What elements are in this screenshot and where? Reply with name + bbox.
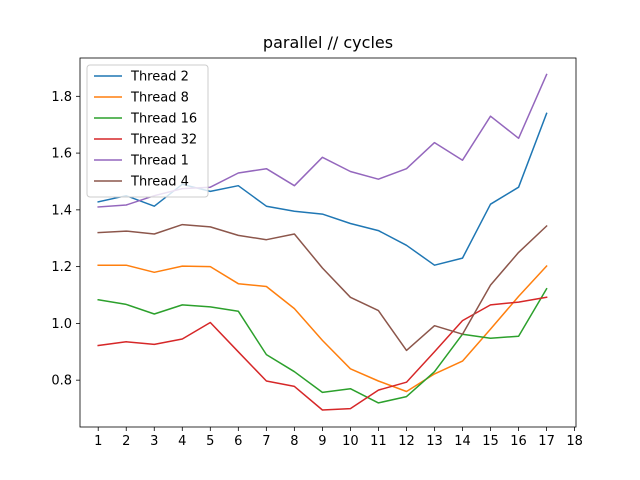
y-tick-label: 1.2 [51, 260, 72, 275]
series-line-2 [97, 264, 548, 393]
x-tick-label: 10 [342, 434, 359, 449]
x-tick-label: 1 [94, 434, 102, 449]
y-tick-label: 1.8 [51, 90, 72, 105]
y-tick-label: 1.6 [51, 147, 72, 162]
legend-label: Thread 1 [130, 154, 189, 169]
series-line-6 [97, 223, 548, 352]
legend-box [86, 64, 209, 198]
x-tick-label: 8 [290, 434, 298, 449]
legend-label: Thread 2 [130, 70, 189, 85]
y-tick-label: 1.4 [51, 203, 72, 218]
x-tick-label: 3 [150, 434, 158, 449]
x-tick-label: 6 [234, 434, 242, 449]
y-tick-label: 1.0 [51, 317, 72, 332]
x-tick-label: 14 [454, 434, 471, 449]
x-tick-label: 17 [538, 434, 555, 449]
x-tick-label: 7 [262, 434, 270, 449]
legend-label: Thread 32 [130, 133, 197, 148]
legend-label: Thread 8 [130, 91, 189, 106]
x-tick-label: 16 [510, 434, 527, 449]
x-tick-label: 9 [318, 434, 326, 449]
x-tick-label: 13 [426, 434, 443, 449]
legend: Thread 2 Thread 8 Thread 16 Thread 32 Thread… [86, 64, 209, 198]
axes-frame [79, 57, 577, 428]
series-line-3 [97, 287, 548, 404]
y-tick-label: 0.8 [51, 374, 72, 389]
x-tick-label: 5 [206, 434, 214, 449]
chart-title: parallel // cycles [263, 33, 393, 52]
x-tick-label: 15 [482, 434, 499, 449]
axes: 1 2 3 4 5 6 7 8 9 10 11 12 13 14 15 16 17 180.81.01.21.41… [51, 57, 583, 449]
series-line-4 [97, 296, 548, 411]
legend-label: Thread 16 [130, 112, 197, 127]
x-tick-label: 4 [178, 434, 186, 449]
x-tick-label: 18 [566, 434, 583, 449]
x-tick-label: 12 [398, 434, 415, 449]
x-tick-label: 11 [370, 434, 387, 449]
legend-label: Thread 4 [130, 175, 189, 190]
x-tick-label: 2 [122, 434, 130, 449]
